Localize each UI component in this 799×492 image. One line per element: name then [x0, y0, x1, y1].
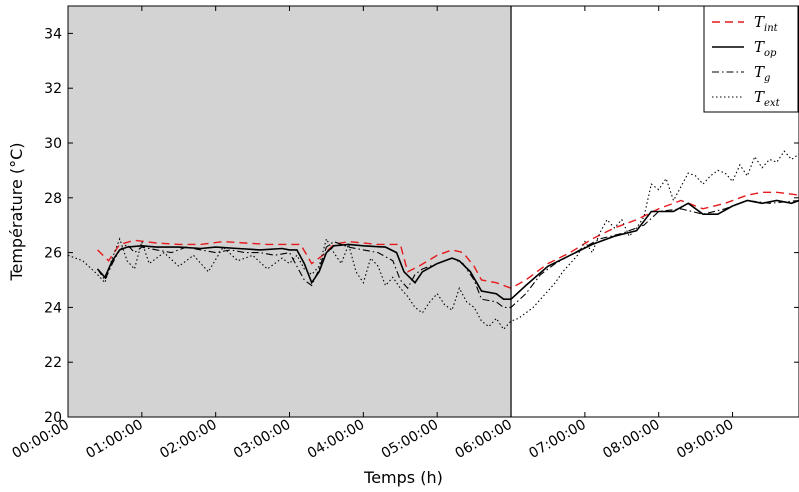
- x-axis-title: Temps (h): [363, 468, 443, 487]
- y-tick-label: 26: [44, 246, 62, 262]
- x-tick-label: 03:00:00: [231, 417, 293, 462]
- y-tick-label: 28: [44, 191, 62, 207]
- x-tick-label: 07:00:00: [526, 417, 588, 462]
- y-tick-label: 22: [44, 355, 62, 371]
- y-tick-label: 32: [44, 81, 62, 97]
- shaded-period: [68, 6, 511, 417]
- x-tick-label: 05:00:00: [379, 417, 441, 462]
- x-tick-label: 09:00:00: [674, 417, 736, 462]
- x-tick-label: 01:00:00: [83, 417, 145, 462]
- x-tick-label: 06:00:00: [453, 417, 515, 462]
- x-tick-label: 08:00:00: [600, 417, 662, 462]
- y-tick-label: 24: [44, 300, 62, 316]
- x-tick-label: 02:00:00: [157, 417, 219, 462]
- x-tick-label: 00:00:00: [10, 417, 72, 462]
- y-axis-title: Température (°C): [7, 142, 26, 281]
- y-tick-label: 30: [44, 136, 62, 152]
- y-tick-label: 34: [44, 26, 62, 42]
- x-tick-label: 04:00:00: [305, 417, 367, 462]
